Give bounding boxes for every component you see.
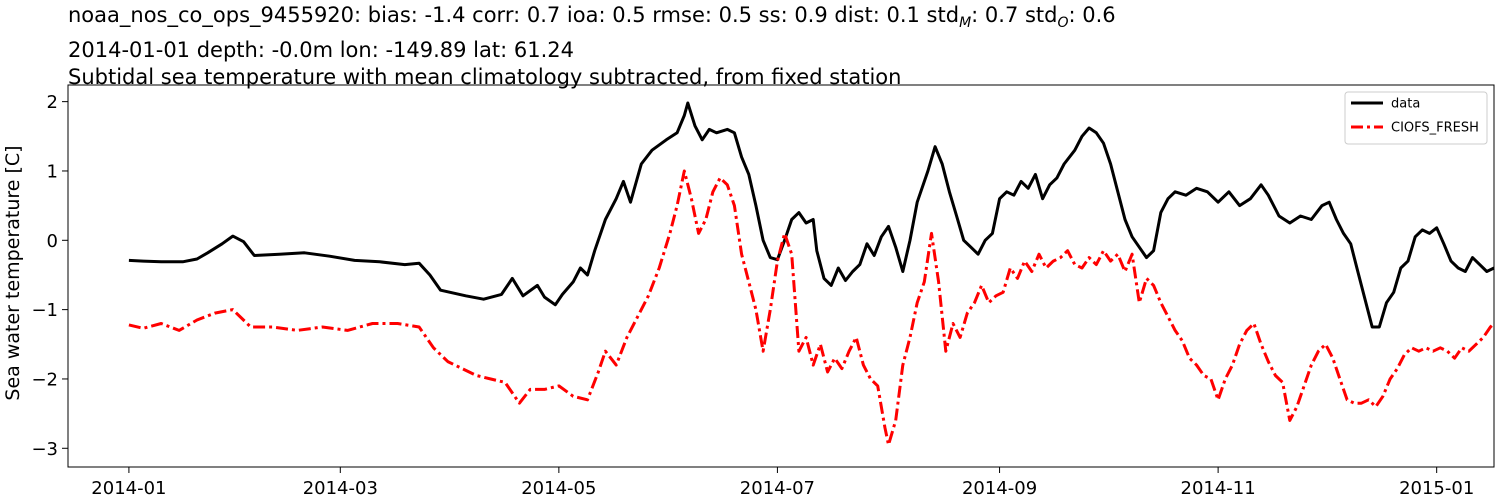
legend-entry-label: data bbox=[1391, 97, 1420, 112]
x-tick-label: 2014-11 bbox=[1181, 478, 1256, 499]
x-tick-label: 2014-07 bbox=[740, 478, 815, 499]
y-tick-label: −3 bbox=[31, 439, 58, 460]
y-tick-label: 0 bbox=[47, 231, 58, 252]
series-line-ciofs-fresh bbox=[128, 169, 1496, 447]
title-std-obs-subscript: O bbox=[1057, 15, 1069, 32]
title-std-model-value: : 0.7 std bbox=[971, 3, 1058, 27]
legend: data CIOFS_FRESH bbox=[1344, 91, 1488, 145]
x-tick-label: 2014-03 bbox=[303, 478, 378, 499]
y-tick-label: −1 bbox=[31, 300, 58, 321]
y-tick-label: 2 bbox=[47, 92, 58, 113]
x-tick-label: 2014-01 bbox=[91, 478, 166, 499]
y-tick-label: 1 bbox=[47, 161, 58, 182]
title-stats-text: noaa_nos_co_ops_9455920: bias: -1.4 corr… bbox=[68, 3, 960, 27]
title-line-stats: noaa_nos_co_ops_9455920: bias: -1.4 corr… bbox=[68, 2, 1116, 37]
x-axis: 2014-01 2014-03 2014-05 2014-07 2014-09 2014-… bbox=[91, 467, 1474, 499]
title-std-obs-value: : 0.6 bbox=[1068, 3, 1116, 27]
x-tick-label: 2015-01 bbox=[1399, 478, 1474, 499]
y-tick-label: −2 bbox=[31, 369, 58, 390]
title-line-location: 2014-01-01 depth: -0.0m lon: -149.89 lat… bbox=[68, 38, 574, 63]
chart-title: noaa_nos_co_ops_9455920: bias: -1.4 corr… bbox=[68, 2, 1116, 91]
legend-entry-label: CIOFS_FRESH bbox=[1391, 121, 1479, 136]
series-lines bbox=[128, 101, 1496, 447]
x-tick-label: 2014-05 bbox=[521, 478, 596, 499]
axes-frame bbox=[67, 84, 1495, 468]
y-axis: −3 −2 −1 0 1 2 bbox=[31, 92, 68, 460]
y-axis-label: Sea water temperature [C] bbox=[2, 145, 24, 400]
legend-box bbox=[1344, 91, 1488, 145]
series-line-data bbox=[128, 101, 1495, 329]
x-tick-label: 2014-09 bbox=[962, 478, 1037, 499]
title-std-model-subscript: M bbox=[959, 15, 972, 32]
